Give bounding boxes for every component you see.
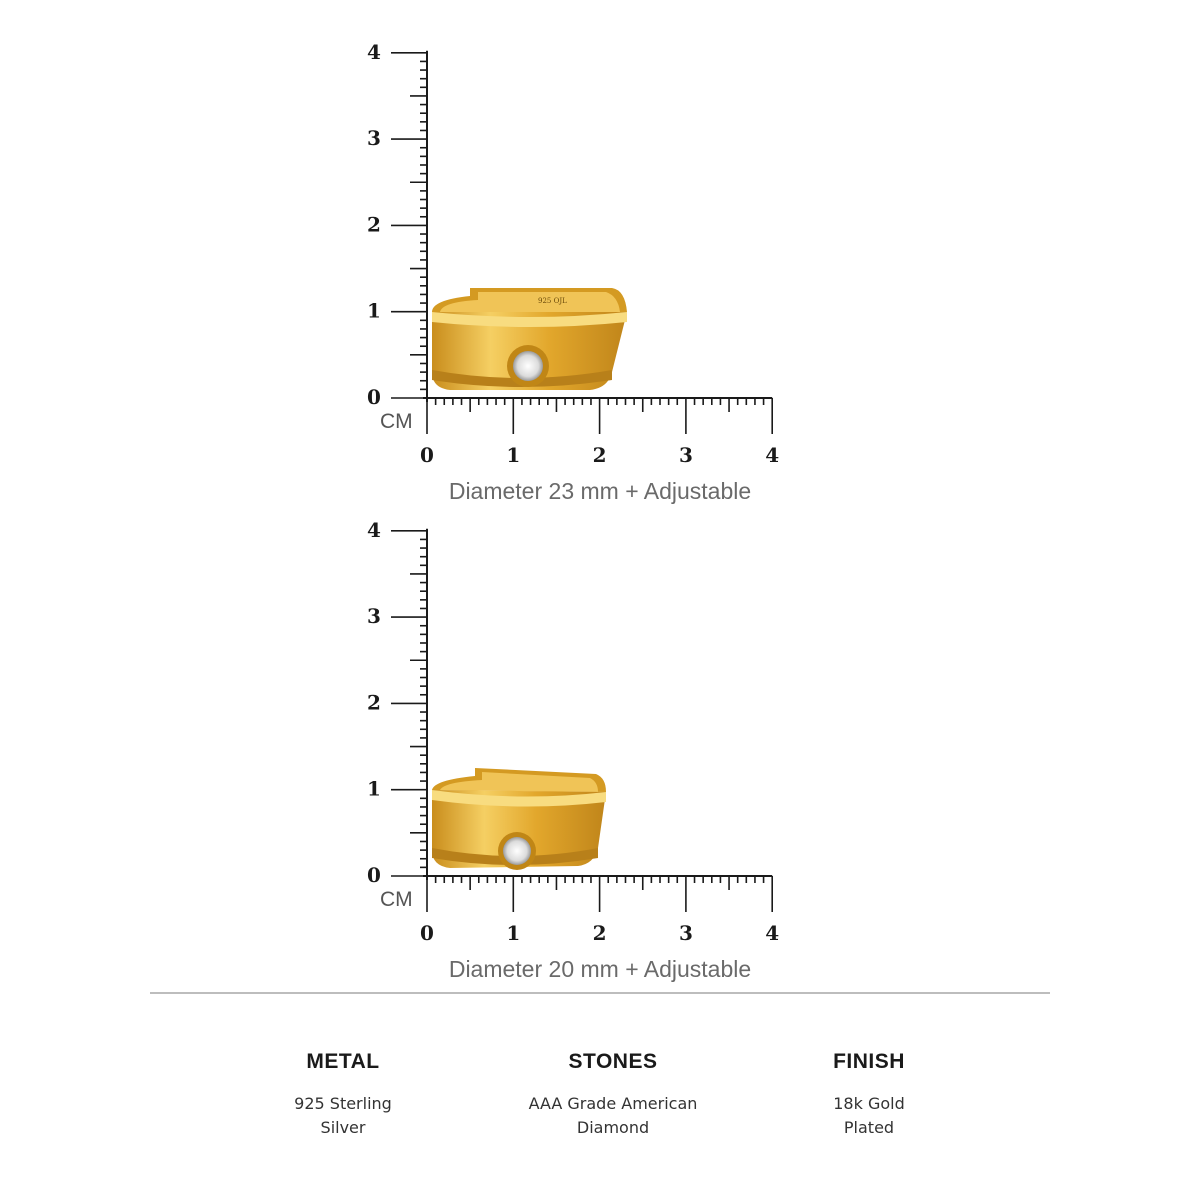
x-tick-label: 1	[506, 443, 520, 467]
x-tick-label: 4	[765, 921, 779, 945]
y-tick-label: 0	[367, 385, 381, 409]
y-tick-label: 1	[367, 777, 381, 801]
ruler-diagram-2: 0 1 2 3 4 0 1 2 3 4 CM	[367, 518, 779, 945]
y-tick-label: 4	[367, 518, 381, 542]
ruler-diagram-1: 925 OJL 0 1 2 3 4 0 1 2 3 4 CM	[367, 40, 779, 467]
y-tick-label: 2	[367, 690, 381, 714]
y-tick-label: 3	[367, 126, 381, 150]
x-tick-label: 4	[765, 443, 779, 467]
gold-ring-image: 925 OJL	[432, 288, 627, 390]
ruler-panel-1: 925 OJL 0 1 2 3 4 0 1 2 3 4 CM Diameter 23 mm + A…	[0, 0, 1200, 504]
diameter-caption: Diameter 20 mm + Adjustable	[448, 956, 752, 982]
diamond-stone	[513, 351, 543, 381]
gold-ring-image	[432, 768, 606, 870]
spec-stones: STONES AAA Grade American Diamond	[483, 1050, 743, 1140]
unit-label: CM	[380, 888, 413, 911]
spec-title: STONES	[568, 1050, 658, 1073]
x-tick-label: 0	[420, 443, 434, 467]
ruler-panel-2: 0 1 2 3 4 0 1 2 3 4 CM Diameter 20 mm + Adjustabl…	[0, 478, 1200, 982]
engraving-text: 925 OJL	[538, 297, 567, 305]
diameter-caption: Diameter 23 mm + Adjustable	[448, 478, 752, 504]
spec-title: METAL	[306, 1050, 380, 1073]
y-tick-label: 4	[367, 40, 381, 64]
x-tick-label: 3	[679, 443, 693, 467]
ruler-axes-2: 0 1 2 3 4 0 1 2 3 4	[367, 518, 779, 945]
x-tick-label: 0	[420, 921, 434, 945]
x-tick-label: 3	[679, 921, 693, 945]
x-tick-label: 1	[506, 921, 520, 945]
unit-label: CM	[380, 410, 413, 433]
spec-metal: METAL 925 Sterling Silver	[213, 1050, 473, 1140]
spec-value: 18k Gold Plated	[833, 1094, 905, 1137]
spec-finish: FINISH 18k Gold Plated	[739, 1050, 999, 1140]
y-tick-label: 3	[367, 604, 381, 628]
spec-value: AAA Grade American Diamond	[528, 1094, 698, 1137]
x-tick-label: 2	[593, 921, 607, 945]
section-divider	[150, 992, 1050, 994]
x-tick-label: 2	[593, 443, 607, 467]
spec-title: FINISH	[833, 1050, 905, 1073]
diamond-stone	[503, 837, 531, 865]
y-tick-label: 1	[367, 299, 381, 323]
y-tick-label: 2	[367, 212, 381, 236]
y-tick-label: 0	[367, 863, 381, 887]
spec-value: 925 Sterling Silver	[294, 1094, 392, 1137]
ruler-axes-1: 0 1 2 3 4 0 1 2 3 4	[367, 40, 779, 467]
